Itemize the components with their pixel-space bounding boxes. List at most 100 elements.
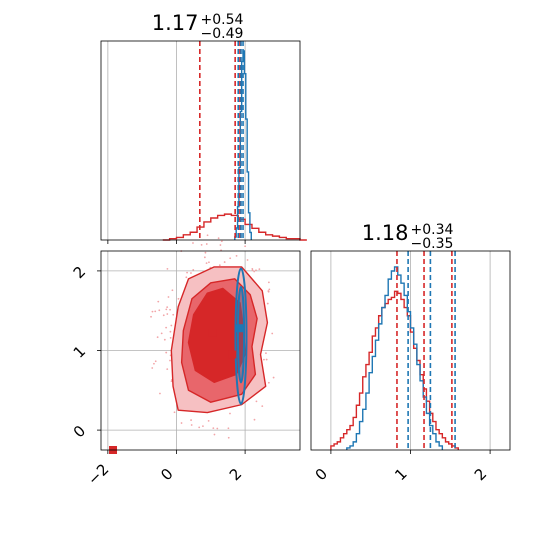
sample-point (200, 243, 203, 246)
x-tick-label: 2 (471, 465, 490, 484)
sample-point (265, 352, 267, 355)
y-tick-label: 0 (70, 422, 89, 441)
sample-point (206, 234, 209, 237)
sample-point (186, 271, 188, 274)
sample-point (244, 245, 247, 248)
sample-point (166, 313, 169, 315)
sample-point (165, 351, 168, 354)
x-tick-label: 0 (312, 465, 331, 484)
sample-point (251, 269, 254, 272)
panel-marginal-param-1: 1.17 +0.54−0.49 (100, 11, 307, 244)
sample-point (263, 358, 265, 361)
sample-point (213, 433, 216, 436)
sample-point (204, 251, 207, 254)
sample-point (169, 330, 172, 333)
title-plus: +0.54 (201, 12, 244, 28)
sample-point (170, 380, 173, 383)
sample-point (151, 367, 154, 369)
marker-red (228, 350, 237, 359)
sample-point (166, 267, 169, 270)
histogram-blue (234, 50, 252, 240)
sample-point (157, 300, 160, 303)
sample-point (229, 412, 231, 415)
sample-point (154, 310, 157, 313)
x-tick-label: 1 (391, 465, 410, 484)
sample-point (150, 315, 152, 318)
title-minus: −0.35 (411, 236, 454, 252)
x-tick-label: 2 (226, 465, 245, 484)
sample-point (229, 257, 232, 260)
sample-point (227, 427, 230, 430)
sample-point (207, 419, 210, 422)
sample-point (208, 261, 210, 264)
sample-point (235, 255, 238, 257)
sample-point (258, 268, 261, 270)
sample-point (153, 362, 155, 365)
sample-point (202, 425, 204, 428)
panel-marginal-param-2: 0 1 2 1.18 +0.34−0.35 (310, 221, 511, 484)
sample-point (177, 297, 180, 300)
sample-point (212, 427, 215, 429)
sample-point (165, 308, 168, 311)
sample-point (192, 269, 195, 271)
sample-point (205, 262, 208, 264)
histogram-red (330, 290, 459, 450)
x-tick-label: −2 (84, 460, 112, 488)
sample-point (172, 313, 175, 316)
sample-point (267, 381, 270, 384)
sample-point (198, 426, 201, 429)
sample-point (158, 309, 161, 312)
title-value: 1.18 (362, 221, 409, 245)
sample-point (217, 237, 220, 240)
sample-point (190, 419, 192, 421)
sample-point (154, 360, 157, 363)
sample-point (190, 424, 193, 426)
axes-frame (100, 40, 301, 241)
sample-point (265, 358, 268, 361)
sample-point (151, 310, 154, 313)
sample-point (170, 324, 173, 327)
title-plus: +0.34 (411, 222, 454, 238)
contour-blue (236, 285, 246, 384)
sample-point (160, 332, 163, 335)
sample-point (223, 261, 226, 263)
sample-point (255, 269, 257, 272)
sample-point (203, 256, 206, 259)
panel-joint-param-1-2: −2 0 2 0 1 2 (70, 234, 301, 489)
sample-point (253, 418, 256, 421)
y-tick-label: 1 (70, 342, 89, 361)
sample-point (271, 332, 274, 335)
sample-point (163, 338, 166, 341)
sample-point (185, 276, 188, 279)
sample-point (171, 289, 174, 292)
title-value: 1.17 (152, 11, 199, 35)
sample-point (169, 337, 172, 339)
sample-point (255, 400, 258, 403)
sample-point (251, 268, 254, 270)
sample-point (190, 272, 192, 274)
sample-point (205, 243, 208, 245)
sample-point (167, 296, 170, 298)
sample-point (266, 302, 269, 305)
sample-point (192, 242, 194, 244)
sample-point (253, 270, 256, 273)
marker-red (208, 328, 217, 337)
sample-point (261, 405, 264, 407)
sample-point (227, 436, 230, 439)
marker-blue (235, 324, 244, 333)
sample-point (268, 288, 271, 291)
histogram-red (162, 213, 307, 241)
sample-point (169, 359, 171, 362)
x-tick-label: 0 (157, 465, 176, 484)
sample-point (180, 422, 183, 424)
sample-point (166, 306, 169, 309)
sample-point (159, 392, 161, 395)
sample-point (272, 376, 275, 379)
sample-point (162, 314, 165, 317)
sample-point (156, 336, 159, 339)
sample-point (218, 264, 221, 267)
sample-point (173, 411, 176, 414)
sample-point (219, 244, 222, 246)
sample-point (169, 308, 171, 311)
